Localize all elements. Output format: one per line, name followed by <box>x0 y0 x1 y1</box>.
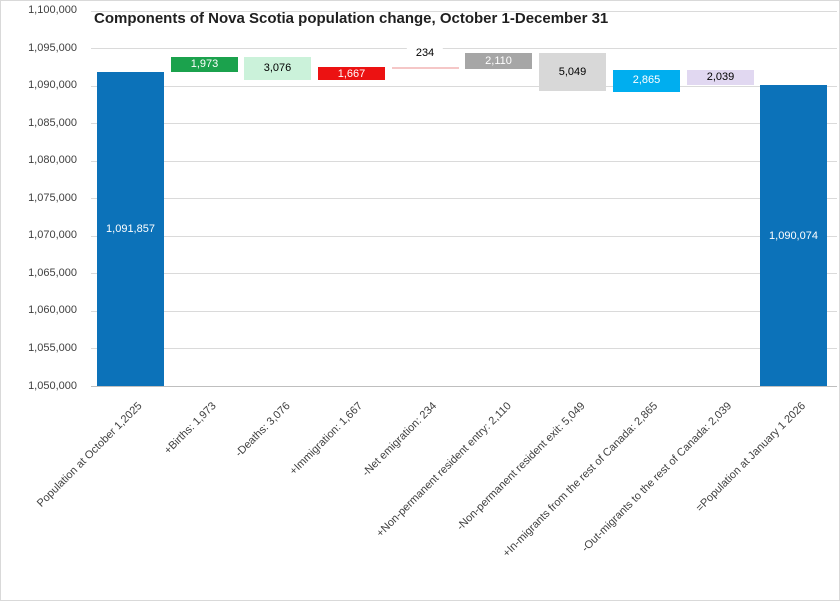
y-axis-tick-label: 1,055,000 <box>28 342 77 354</box>
bar-data-label: 5,049 <box>558 66 587 78</box>
waterfall-bar <box>465 53 532 69</box>
gridline <box>91 123 837 124</box>
x-axis-category-label: +Immigration: 1,667 <box>288 400 366 478</box>
gridline <box>91 48 837 49</box>
bar-data-label: 2,039 <box>706 71 735 83</box>
gridline <box>91 161 837 162</box>
x-axis-category-label: Population at October 1,2025 <box>34 400 145 510</box>
y-axis-tick-label: 1,095,000 <box>28 42 77 54</box>
waterfall-bar <box>539 53 606 91</box>
x-axis-category-label: -Out-migrants to the rest of Canada: 2,0… <box>579 400 735 555</box>
bar-data-label: 2,110 <box>485 55 512 67</box>
x-axis-category-label: -Net emigration: 234 <box>360 400 440 479</box>
bar-data-label: 234 <box>406 46 444 61</box>
chart-title: Components of Nova Scotia population cha… <box>94 10 609 27</box>
waterfall-bar <box>613 70 680 92</box>
y-axis-tick-label: 1,075,000 <box>28 192 77 204</box>
waterfall-bar <box>318 67 385 80</box>
bar-data-label: 1,973 <box>190 58 219 70</box>
bar-data-label: 3,076 <box>263 62 292 74</box>
waterfall-bar <box>760 85 827 386</box>
bar-data-label: 2,865 <box>632 74 661 86</box>
y-axis-tick-label: 1,090,000 <box>28 79 77 91</box>
y-axis-tick-label: 1,050,000 <box>28 380 77 392</box>
y-axis-tick-label: 1,100,000 <box>28 4 77 16</box>
gridline <box>91 236 837 237</box>
y-axis-tick-label: 1,060,000 <box>28 304 77 316</box>
bar-data-label: 1,667 <box>337 68 366 80</box>
gridline <box>91 273 837 274</box>
x-axis-line <box>91 386 837 387</box>
x-axis-category-label: -Deaths: 3,076 <box>232 400 293 460</box>
x-axis-category-label: +Non-permanent resident entry: 2,110 <box>373 400 514 540</box>
waterfall-bar <box>171 57 238 72</box>
y-axis-tick-label: 1,085,000 <box>28 117 77 129</box>
gridline <box>91 311 837 312</box>
bar-data-label: 1,091,857 <box>106 223 155 235</box>
x-axis-category-label: +Births: 1,973 <box>161 400 219 457</box>
waterfall-bar <box>687 70 754 85</box>
bar-data-label: 1,090,074 <box>769 230 818 242</box>
gridline <box>91 348 837 349</box>
y-axis-tick-label: 1,065,000 <box>28 267 77 279</box>
waterfall-bar <box>392 67 459 69</box>
gridline <box>91 198 837 199</box>
y-axis-tick-label: 1,070,000 <box>28 229 77 241</box>
x-axis-category-label: -Non-permanent resident exit: 5,049 <box>454 400 588 534</box>
y-axis-tick-label: 1,080,000 <box>28 154 77 166</box>
gridline <box>91 86 837 87</box>
waterfall-bar <box>97 72 164 386</box>
gridline <box>91 11 837 12</box>
waterfall-bar <box>244 57 311 80</box>
x-axis-category-label: +In-migrants from the rest of Canada: 2,… <box>500 400 661 560</box>
